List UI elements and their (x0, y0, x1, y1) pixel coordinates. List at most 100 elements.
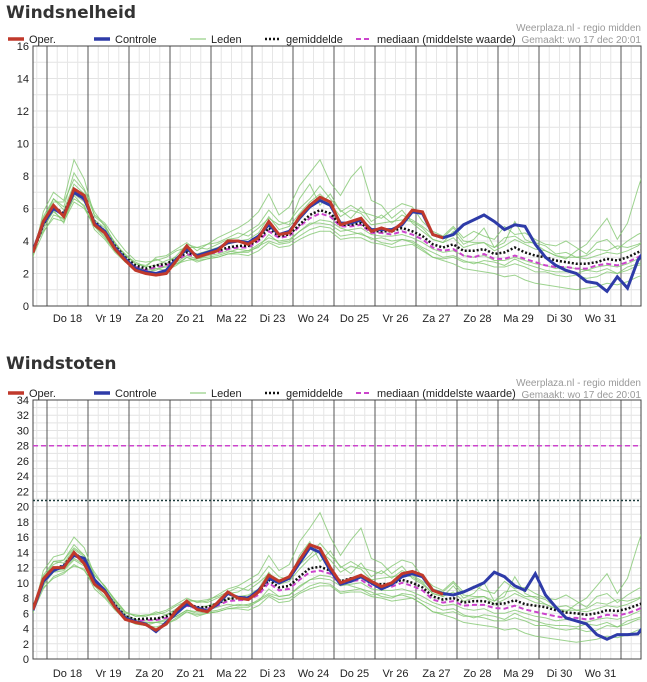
legend-item-oper[interactable]: Oper. (8, 34, 56, 46)
x-day-label: Wo 24 (298, 668, 330, 680)
x-day-label: Vr 26 (383, 668, 409, 680)
legend-label: mediaan (middelste waarde) (377, 388, 516, 400)
member-line (33, 511, 641, 617)
y-tick-label: 16 (17, 41, 29, 53)
y-tick-label: 0 (23, 301, 29, 313)
y-tick-label: 12 (17, 563, 29, 575)
y-tick-label: 22 (17, 486, 29, 498)
control-line (33, 190, 641, 294)
y-tick-label: 8 (23, 171, 29, 183)
y-tick-label: 4 (23, 624, 29, 636)
x-day-label: Zo 21 (176, 313, 204, 325)
member-line (33, 542, 641, 617)
windsnelheid-chart: Windsnelheid Weerplaza.nl - regio midden… (0, 0, 647, 330)
y-tick-label: 28 (17, 441, 29, 453)
y-tick-label: 14 (17, 74, 29, 86)
x-day-label: Do 18 (53, 313, 82, 325)
mean-line (33, 551, 641, 621)
y-tick-label: 8 (23, 593, 29, 605)
x-day-label: Zo 28 (463, 668, 491, 680)
member-line (33, 171, 641, 266)
x-day-label: Wo 31 (585, 313, 617, 325)
legend-item-gemiddelde[interactable]: gemiddelde (265, 34, 343, 46)
y-tick-label: 2 (23, 639, 29, 651)
legend-item-controle[interactable]: Controle (94, 388, 157, 400)
legend-item-controle[interactable]: Controle (94, 34, 157, 46)
x-day-label: Zo 28 (463, 313, 491, 325)
member-line (33, 178, 641, 263)
legend-item-gemiddelde[interactable]: gemiddelde (265, 388, 343, 400)
plot-series (33, 444, 641, 643)
x-day-label: Di 30 (547, 313, 573, 325)
legend-label: Controle (115, 34, 157, 46)
source-credit: Weerplaza.nl - regio midden (516, 23, 641, 34)
created-timestamp: Gemaakt: wo 17 dec 20:01 (521, 35, 641, 46)
legend-item-mediaan[interactable]: mediaan (middelste waarde) (356, 34, 516, 46)
plot-frame (32, 399, 642, 660)
x-day-label: Vr 19 (96, 313, 122, 325)
legend-item-leden[interactable]: Leden (190, 34, 242, 46)
operational-line (33, 542, 444, 632)
x-day-label: Wo 31 (585, 668, 617, 680)
member-line (33, 563, 641, 643)
legend-label: Leden (211, 388, 242, 400)
legend-label: gemiddelde (286, 388, 343, 400)
x-day-label: Di 23 (260, 668, 286, 680)
x-day-label: Zo 21 (176, 668, 204, 680)
x-day-label: Do 18 (53, 668, 82, 680)
y-tick-label: 24 (17, 471, 29, 483)
y-tick-label: 6 (23, 608, 29, 620)
legend-label: Oper. (29, 34, 56, 46)
member-line (33, 183, 641, 268)
source-credit: Weerplaza.nl - regio midden (516, 378, 641, 389)
x-day-label: Di 23 (260, 313, 286, 325)
y-tick-label: 4 (23, 236, 29, 248)
legend-item-leden[interactable]: Leden (190, 388, 242, 400)
x-day-label: Ma 29 (503, 668, 534, 680)
y-tick-label: 6 (23, 204, 29, 216)
x-day-label: Za 20 (135, 668, 163, 680)
windstoten-chart: Windstoten Weerplaza.nl - regio midden Ge… (0, 352, 647, 682)
y-tick-label: 34 (17, 395, 29, 407)
y-tick-label: 10 (17, 578, 29, 590)
plot-series (33, 158, 641, 294)
x-day-label: Vr 19 (96, 668, 122, 680)
y-tick-label: 26 (17, 456, 29, 468)
y-tick-label: 0 (23, 654, 29, 666)
chart-title: Windstoten (6, 354, 117, 374)
x-day-label: Ma 22 (216, 668, 247, 680)
y-tick-label: 32 (17, 410, 29, 422)
legend-label: mediaan (middelste waarde) (377, 34, 516, 46)
operational-line (33, 186, 444, 277)
legend-label: Controle (115, 388, 157, 400)
y-tick-label: 14 (17, 547, 29, 559)
x-day-label: Wo 24 (298, 313, 330, 325)
member-line (33, 565, 641, 633)
legend-label: Oper. (29, 388, 56, 400)
x-day-label: Za 27 (422, 313, 450, 325)
x-day-label: Za 27 (422, 668, 450, 680)
x-day-label: Ma 22 (216, 313, 247, 325)
created-timestamp: Gemaakt: wo 17 dec 20:01 (521, 390, 641, 401)
y-tick-label: 2 (23, 269, 29, 281)
plot-frame (32, 45, 642, 307)
y-tick-label: 18 (17, 517, 29, 529)
legend-label: Leden (211, 34, 242, 46)
chart-title: Windsnelheid (6, 3, 137, 23)
y-tick-label: 10 (17, 139, 29, 151)
y-tick-label: 12 (17, 106, 29, 118)
y-tick-label: 30 (17, 425, 29, 437)
y-tick-label: 20 (17, 502, 29, 514)
x-day-label: Ma 29 (503, 313, 534, 325)
x-day-label: Di 30 (547, 668, 573, 680)
legend-label: gemiddelde (286, 34, 343, 46)
x-day-label: Vr 26 (383, 313, 409, 325)
y-tick-label: 16 (17, 532, 29, 544)
legend-item-oper[interactable]: Oper. (8, 388, 56, 400)
x-day-label: Za 20 (135, 313, 163, 325)
x-day-label: Do 25 (340, 668, 369, 680)
legend-item-mediaan[interactable]: mediaan (middelste waarde) (356, 388, 516, 400)
x-day-label: Do 25 (340, 313, 369, 325)
